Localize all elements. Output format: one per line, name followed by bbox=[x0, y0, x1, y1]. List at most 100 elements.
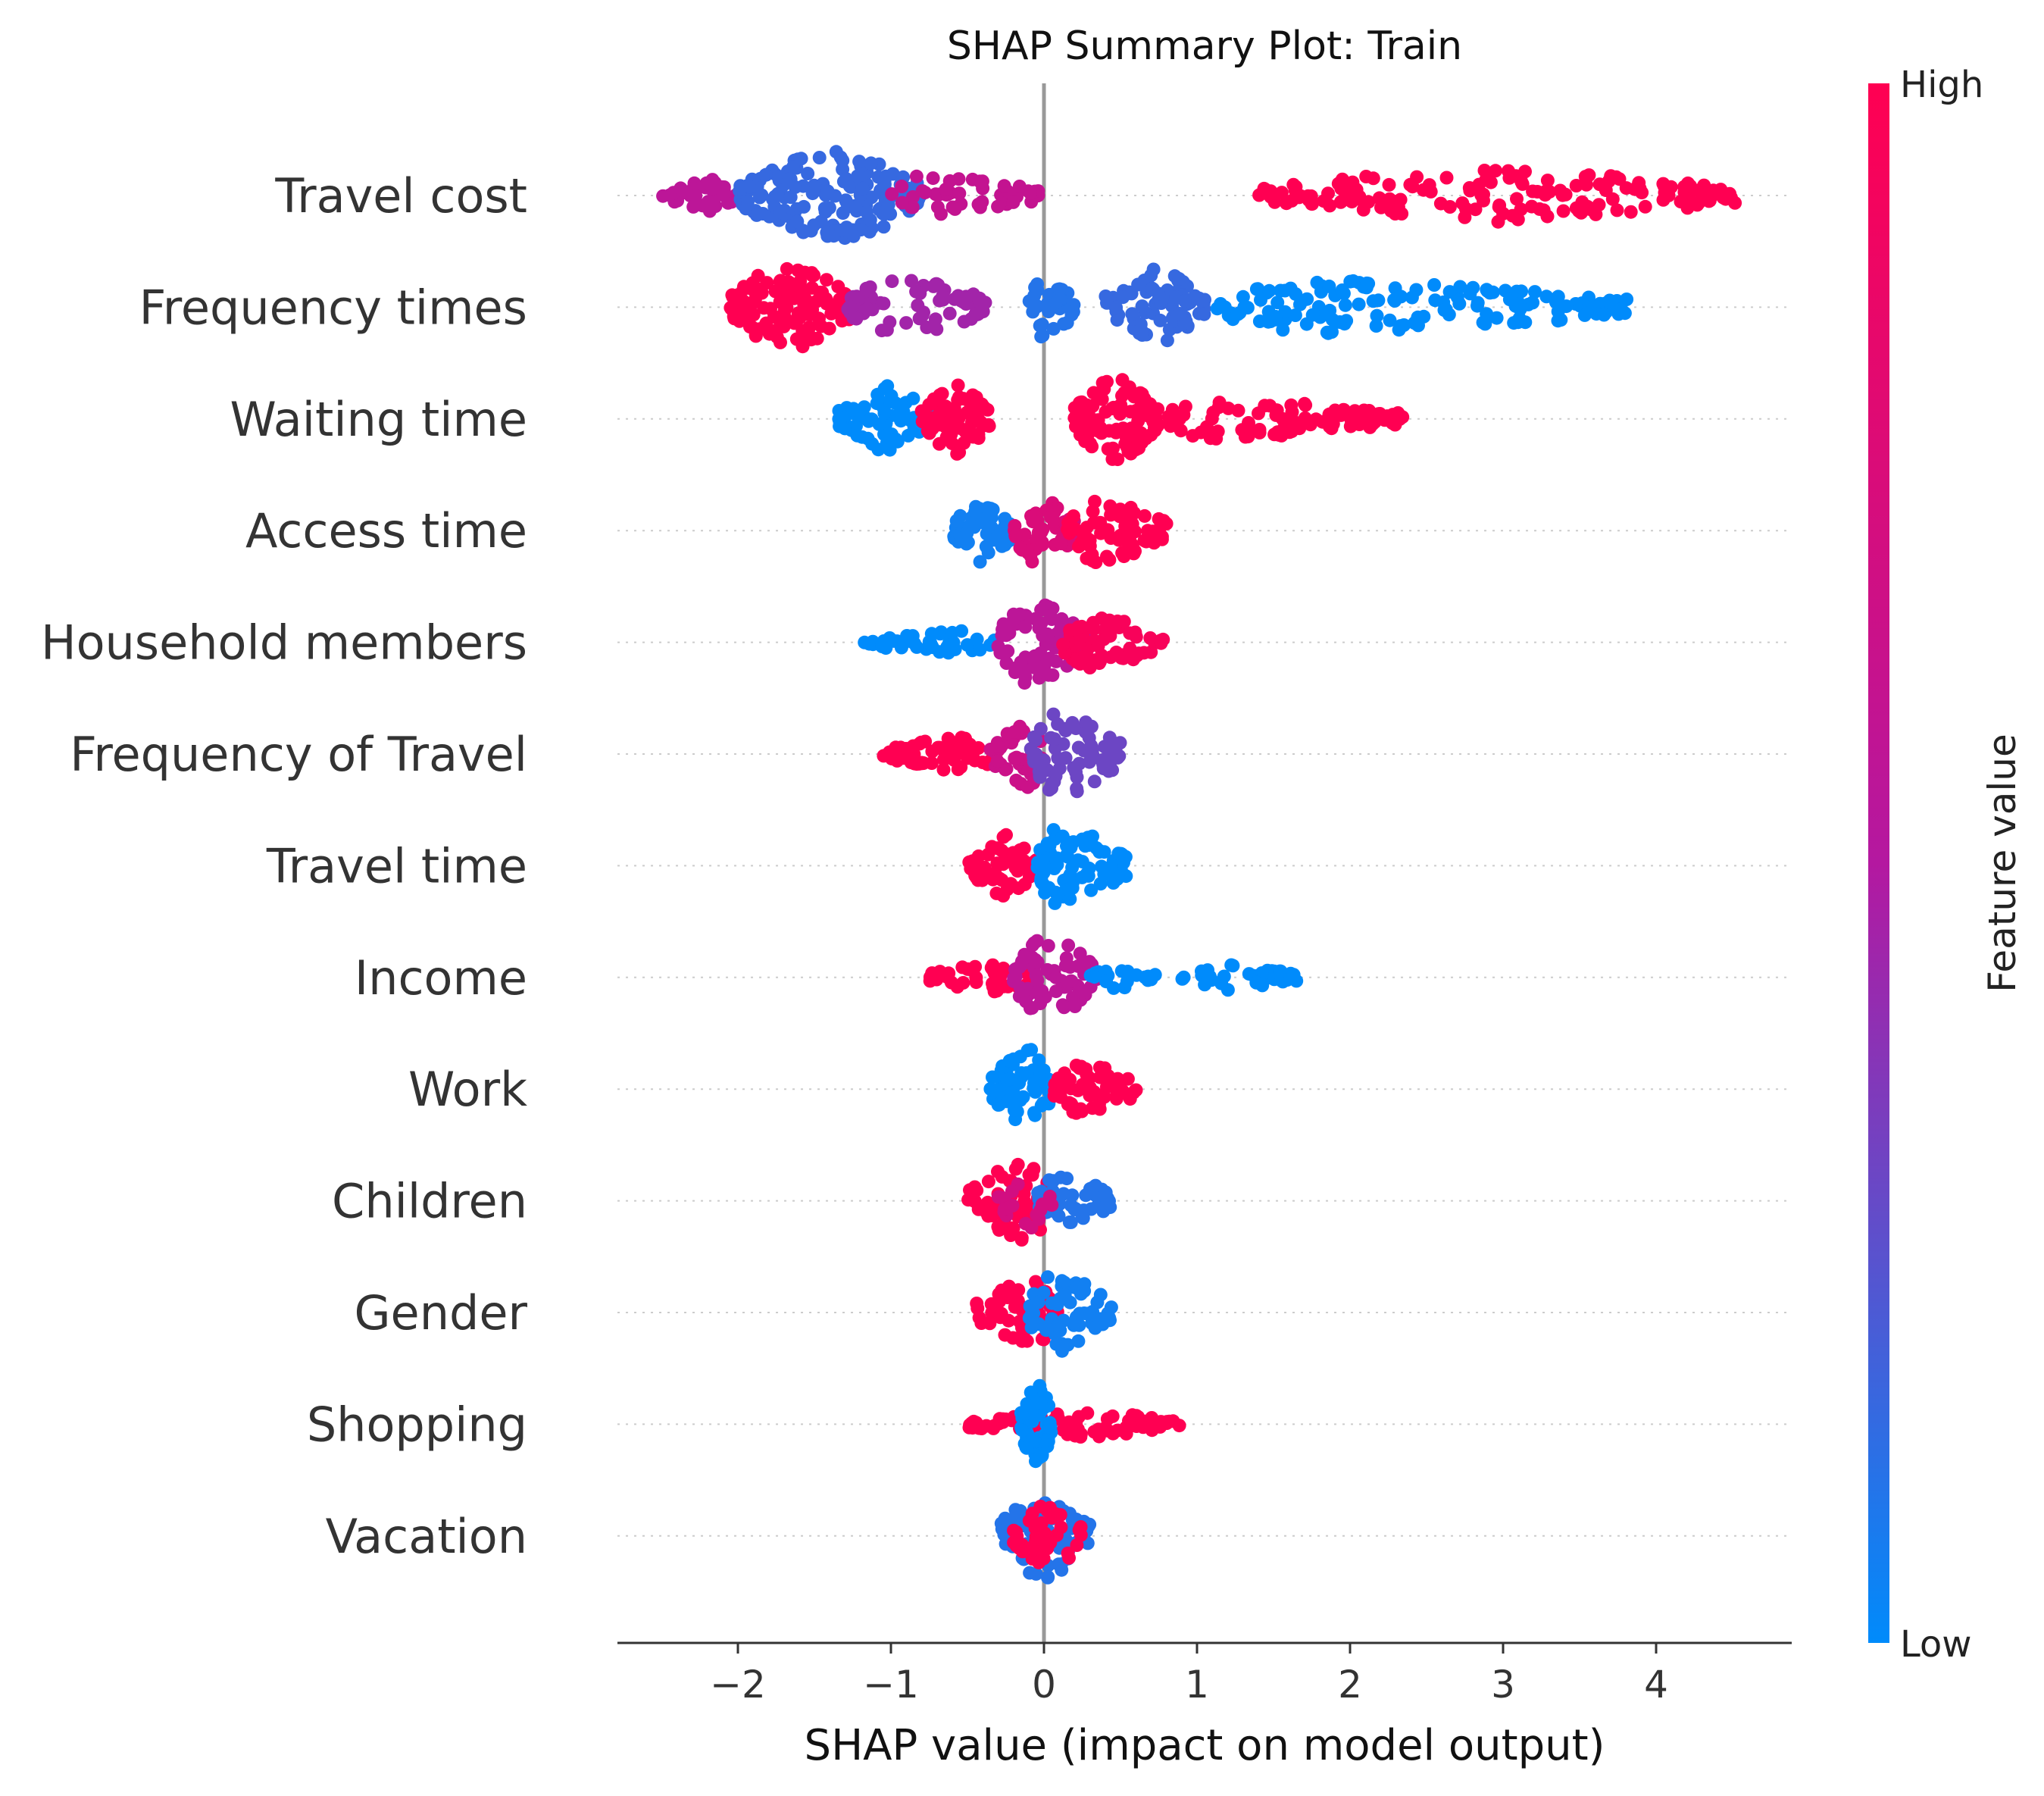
shap-point bbox=[917, 408, 932, 423]
shap-point bbox=[931, 277, 945, 292]
shap-point bbox=[1067, 509, 1080, 524]
shap-point bbox=[743, 320, 757, 334]
shap-point bbox=[1050, 1319, 1064, 1334]
shap-point bbox=[1070, 1538, 1084, 1552]
shap-point bbox=[1049, 296, 1063, 310]
shap-point bbox=[1152, 512, 1166, 526]
shap-point bbox=[1060, 1172, 1074, 1186]
shap-point bbox=[1118, 850, 1133, 864]
shap-point bbox=[773, 205, 787, 220]
shap-point bbox=[1057, 1187, 1070, 1201]
shap-point bbox=[705, 182, 719, 196]
shap-point bbox=[1046, 321, 1061, 336]
shap-point bbox=[990, 856, 1005, 871]
shap-point bbox=[1369, 319, 1383, 333]
shap-point bbox=[1048, 896, 1062, 910]
shap-point bbox=[1226, 959, 1240, 973]
shap-point bbox=[1035, 1197, 1049, 1212]
shap-point bbox=[1624, 205, 1638, 219]
shap-point bbox=[980, 402, 995, 417]
shap-point bbox=[871, 443, 886, 457]
shap-point bbox=[1034, 871, 1049, 885]
shap-point bbox=[910, 640, 924, 654]
colorbar-low-label: Low bbox=[1900, 1623, 1972, 1666]
shap-point bbox=[1109, 645, 1124, 659]
shap-point bbox=[1100, 623, 1114, 637]
shap-point bbox=[1405, 290, 1419, 305]
shap-point bbox=[1524, 199, 1539, 214]
shap-point bbox=[1089, 1178, 1103, 1193]
shap-point bbox=[727, 311, 742, 326]
shap-point bbox=[1442, 285, 1457, 299]
shap-point bbox=[1027, 936, 1041, 950]
shap-point bbox=[1393, 319, 1408, 333]
shap-point bbox=[1055, 1344, 1069, 1358]
shap-point bbox=[845, 402, 860, 417]
shap-point bbox=[1226, 312, 1240, 327]
shap-point bbox=[1029, 1566, 1043, 1581]
shap-point bbox=[1032, 1212, 1046, 1226]
shap-point bbox=[1333, 315, 1347, 329]
shap-point bbox=[879, 169, 893, 183]
shap-point bbox=[834, 223, 849, 237]
shap-point bbox=[1064, 1215, 1078, 1229]
shap-point bbox=[1382, 177, 1396, 192]
shap-point bbox=[967, 753, 982, 768]
x-axis-ticks: −2 −1 0 1 2 3 4 bbox=[710, 1643, 1668, 1707]
shap-point bbox=[1274, 964, 1288, 978]
shap-point bbox=[1153, 634, 1167, 648]
shap-point bbox=[1336, 402, 1351, 417]
shap-point bbox=[731, 288, 745, 302]
shap-point bbox=[780, 261, 794, 276]
shap-point bbox=[1016, 1090, 1030, 1104]
shap-point bbox=[839, 195, 854, 208]
shap-point bbox=[1403, 177, 1417, 192]
shap-point bbox=[976, 1316, 990, 1330]
shap-point bbox=[795, 224, 810, 238]
shap-point bbox=[924, 627, 939, 641]
shap-point bbox=[1496, 206, 1510, 221]
shap-point bbox=[1050, 858, 1064, 872]
shap-point bbox=[1145, 1423, 1159, 1438]
shap-point bbox=[1005, 1413, 1019, 1428]
shap-point bbox=[1086, 386, 1101, 400]
shap-point bbox=[1012, 180, 1027, 193]
shap-point bbox=[986, 958, 1000, 972]
shap-point bbox=[986, 1070, 999, 1084]
shap-point bbox=[951, 378, 965, 393]
shap-point bbox=[933, 293, 947, 308]
shap-point bbox=[1102, 1311, 1117, 1325]
shap-point bbox=[791, 263, 805, 277]
shap-point bbox=[1196, 296, 1211, 311]
shap-point bbox=[1514, 284, 1529, 299]
shap-point bbox=[1427, 278, 1442, 292]
shap-point bbox=[1554, 313, 1568, 327]
shap-point bbox=[768, 284, 783, 299]
shap-point bbox=[1123, 626, 1137, 640]
shap-point bbox=[1039, 1323, 1053, 1338]
shap-point bbox=[1101, 1069, 1115, 1083]
shap-point bbox=[1569, 179, 1583, 192]
shap-point bbox=[1105, 402, 1119, 416]
shap-point bbox=[999, 828, 1013, 842]
shap-point bbox=[855, 181, 870, 196]
shap-point bbox=[1008, 518, 1022, 533]
shap-point bbox=[789, 332, 804, 346]
shap-point bbox=[996, 889, 1011, 903]
shap-point bbox=[1014, 1406, 1028, 1420]
shap-point bbox=[1249, 975, 1264, 990]
shap-point bbox=[1067, 1000, 1082, 1013]
shap-point bbox=[1530, 185, 1545, 199]
shap-point bbox=[1326, 417, 1340, 431]
shap-point bbox=[1036, 1096, 1050, 1110]
feature-label: Access time bbox=[245, 503, 527, 559]
shap-point bbox=[1214, 297, 1228, 311]
shap-point bbox=[947, 753, 961, 767]
row-gridlines bbox=[617, 195, 1792, 1537]
shap-point bbox=[1004, 1228, 1018, 1242]
shap-point bbox=[967, 1180, 982, 1194]
shap-point bbox=[1172, 1419, 1186, 1433]
shap-point bbox=[989, 1084, 1003, 1098]
shap-point bbox=[1026, 305, 1040, 319]
shap-point bbox=[877, 427, 891, 442]
